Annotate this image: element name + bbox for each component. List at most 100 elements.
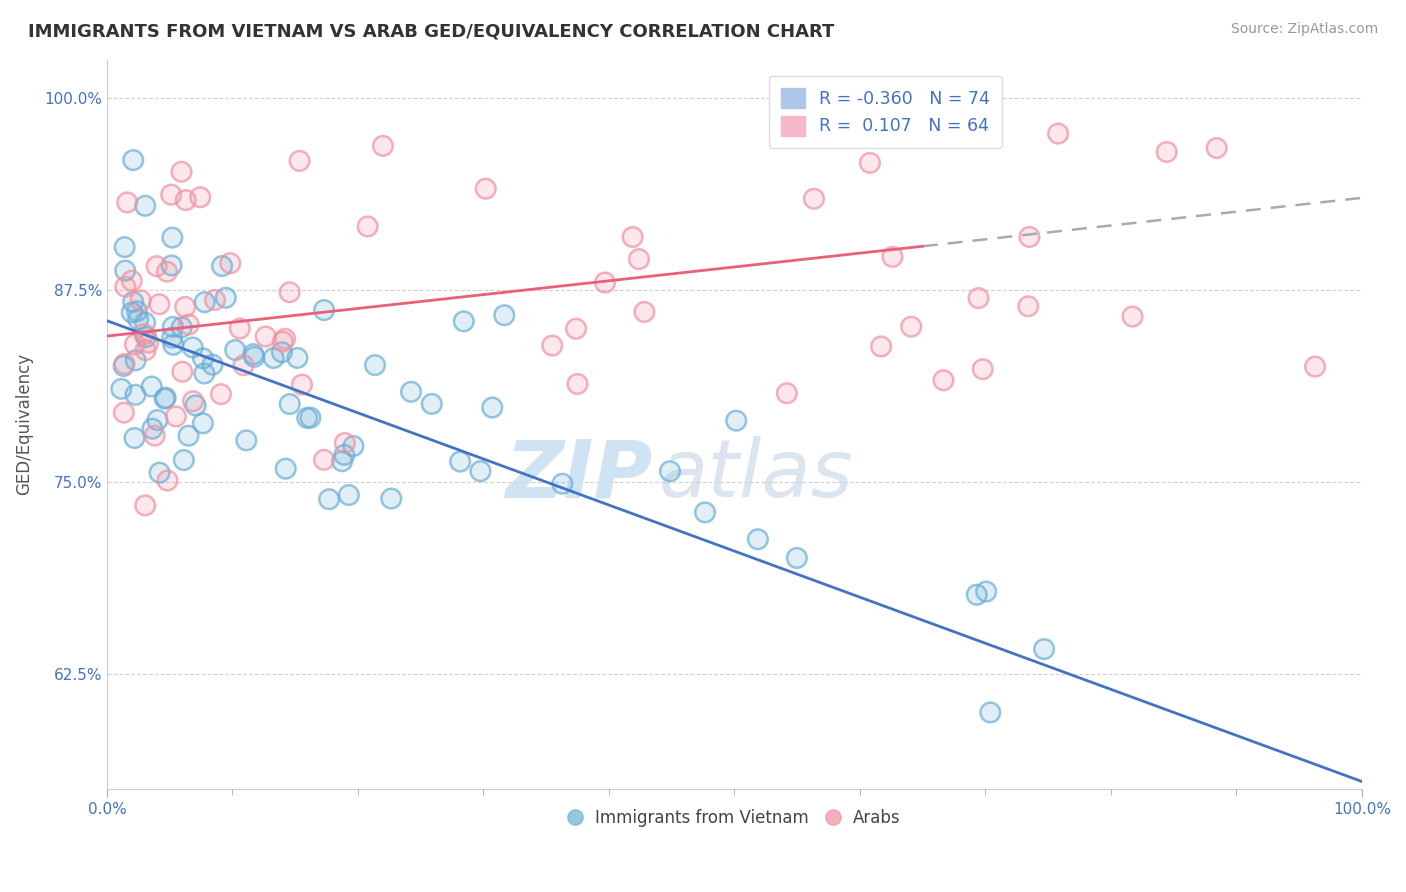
Point <box>134 199 156 213</box>
Point <box>474 182 496 196</box>
Point <box>364 358 387 372</box>
Point <box>121 305 143 319</box>
Point <box>974 584 997 599</box>
Point <box>114 357 136 371</box>
Point <box>974 584 997 599</box>
Point <box>449 454 471 468</box>
Point <box>122 294 145 309</box>
Point <box>215 291 238 305</box>
Point <box>295 411 318 425</box>
Point <box>399 384 422 399</box>
Point <box>470 464 492 478</box>
Point <box>243 350 266 364</box>
Point <box>295 411 318 425</box>
Point <box>181 341 204 355</box>
Point <box>287 351 309 365</box>
Point <box>141 379 163 393</box>
Point <box>342 439 364 453</box>
Point <box>209 387 232 401</box>
Point <box>174 193 197 207</box>
Point <box>453 314 475 328</box>
Point <box>693 505 716 519</box>
Point <box>160 259 183 273</box>
Point <box>271 345 294 359</box>
Point <box>232 358 254 372</box>
Point <box>932 373 955 387</box>
Point <box>194 295 217 310</box>
Legend: Immigrants from Vietnam, Arabs: Immigrants from Vietnam, Arabs <box>561 801 908 836</box>
Point <box>174 300 197 314</box>
Point <box>1033 642 1056 657</box>
Point <box>124 353 146 368</box>
Point <box>135 343 157 358</box>
Point <box>314 303 336 318</box>
Point <box>160 331 183 345</box>
Point <box>882 250 904 264</box>
Point <box>870 339 893 353</box>
Point <box>148 297 170 311</box>
Point <box>312 452 335 467</box>
Point <box>211 259 233 273</box>
Point <box>1121 310 1143 324</box>
Point <box>177 429 200 443</box>
Point <box>156 474 179 488</box>
Point <box>224 343 246 357</box>
Point <box>271 334 294 349</box>
Point <box>242 347 264 361</box>
Point <box>420 397 443 411</box>
Point <box>188 190 211 204</box>
Point <box>551 476 574 491</box>
Point <box>318 492 340 507</box>
Point <box>232 358 254 372</box>
Point <box>129 293 152 308</box>
Point <box>859 156 882 170</box>
Point <box>966 588 988 602</box>
Point <box>541 338 564 352</box>
Point <box>156 265 179 279</box>
Point <box>219 256 242 270</box>
Point <box>380 491 402 506</box>
Point <box>145 259 167 273</box>
Text: Source: ZipAtlas.com: Source: ZipAtlas.com <box>1230 22 1378 37</box>
Point <box>882 250 904 264</box>
Point <box>291 377 314 392</box>
Point <box>567 376 589 391</box>
Point <box>659 464 682 478</box>
Point <box>114 279 136 293</box>
Point <box>593 276 616 290</box>
Point <box>449 454 471 468</box>
Point <box>333 448 356 462</box>
Point <box>145 259 167 273</box>
Point <box>254 329 277 343</box>
Point <box>235 434 257 448</box>
Point <box>215 291 238 305</box>
Point <box>932 373 955 387</box>
Point <box>593 276 616 290</box>
Point <box>121 305 143 319</box>
Point <box>342 439 364 453</box>
Point <box>356 219 378 234</box>
Point <box>481 401 503 415</box>
Point <box>278 285 301 300</box>
Point <box>193 367 215 381</box>
Point <box>136 335 159 350</box>
Point <box>134 327 156 342</box>
Point <box>621 230 644 244</box>
Point <box>170 320 193 334</box>
Point <box>141 422 163 436</box>
Point <box>191 351 214 366</box>
Point <box>314 303 336 318</box>
Point <box>124 388 146 402</box>
Point <box>174 300 197 314</box>
Point <box>967 291 990 305</box>
Point <box>162 337 184 351</box>
Point <box>235 434 257 448</box>
Text: ZIP: ZIP <box>506 436 652 515</box>
Point <box>201 358 224 372</box>
Point <box>114 279 136 293</box>
Point <box>330 454 353 468</box>
Point <box>112 359 135 373</box>
Point <box>288 153 311 168</box>
Point <box>299 410 322 425</box>
Point <box>135 330 157 344</box>
